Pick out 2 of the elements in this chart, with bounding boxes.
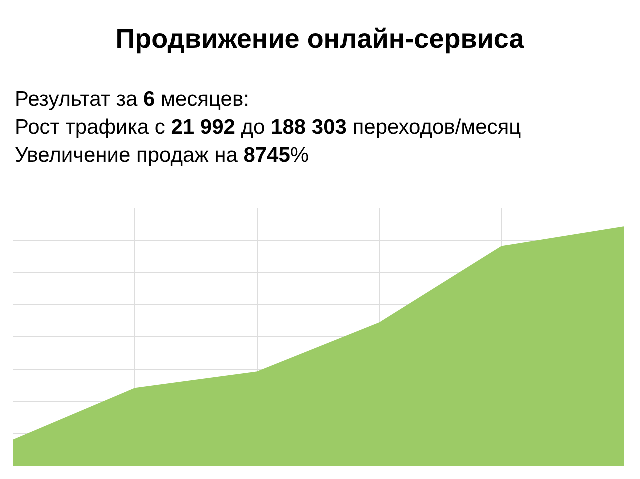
chart-title: Продвижение онлайн-сервиса	[114, 24, 526, 55]
text: Результат за 6 месяцев: Рост трафика с 21 992 до 188 303 переходов/месяц Увеличение продаж на 8745%	[15, 88, 522, 167]
